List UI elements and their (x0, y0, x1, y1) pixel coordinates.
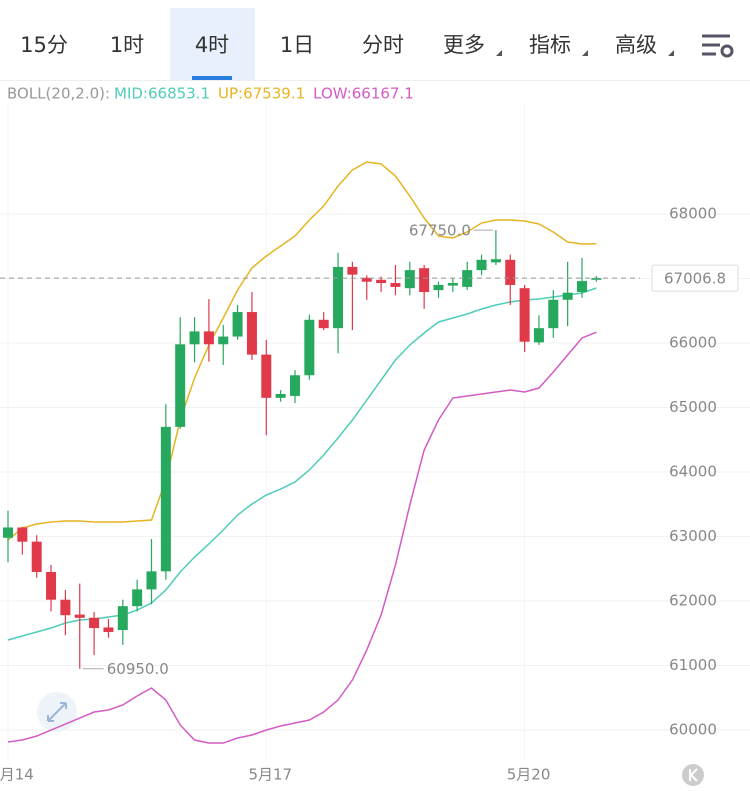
active-tab-underline (192, 76, 232, 80)
x-tick-label: 5月14 (0, 766, 34, 784)
boll-line (7, 331, 597, 744)
dropdown-caret (582, 50, 588, 56)
candle-body (132, 589, 143, 607)
y-tick-label: 65000 (669, 398, 717, 416)
tab[interactable]: 15分 (20, 33, 68, 57)
candle-body (146, 571, 157, 590)
x-tick-label: 5月20 (507, 766, 551, 784)
candle-body (318, 319, 329, 329)
y-tick-label: 64000 (669, 463, 717, 481)
candle-body (290, 375, 300, 396)
legend-entry: MID:66853.1 (114, 85, 210, 103)
tab[interactable]: 1日 (280, 33, 314, 57)
candle-body (447, 283, 458, 286)
candle-body (232, 312, 243, 337)
candle-body (419, 268, 430, 293)
candle-body (304, 319, 315, 376)
tab[interactable]: 更多 (443, 33, 485, 57)
candle-body (261, 354, 272, 398)
legend-entry: UP:67539.1 (218, 85, 305, 103)
candle-body (3, 527, 13, 538)
candle-body (60, 599, 71, 616)
active-tab-bg (170, 8, 255, 80)
dropdown-caret (496, 50, 502, 56)
candle-body (376, 279, 387, 284)
tab[interactable]: 4时 (195, 33, 229, 57)
last-price-box (651, 264, 739, 292)
candle-body (490, 259, 501, 263)
candle-body (218, 336, 229, 345)
collapse-button[interactable] (682, 764, 704, 786)
candle-body (246, 312, 257, 355)
y-tick-label: 61000 (669, 656, 717, 674)
candle-body (548, 299, 559, 329)
settings-icon[interactable] (702, 34, 734, 58)
candle-body (275, 393, 286, 398)
legend-entry: LOW:66167.1 (313, 85, 414, 103)
candle-body (46, 571, 57, 600)
candle-body (404, 270, 415, 289)
candle-body (74, 614, 85, 618)
candle-body (361, 277, 372, 282)
boll-line (7, 287, 597, 641)
annotation: 60950.0 (107, 660, 169, 678)
candle-body (476, 259, 487, 271)
y-tick-label: 68000 (669, 205, 717, 223)
candle-body (533, 328, 544, 343)
candle-body (562, 292, 573, 300)
candle-body (577, 281, 587, 293)
y-tick-label: 66000 (669, 334, 717, 352)
dropdown-caret (668, 50, 674, 56)
candle-body (160, 426, 171, 572)
last-price-label: 67006.8 (664, 270, 726, 288)
tab[interactable]: 分时 (362, 33, 404, 57)
candle-body (519, 288, 530, 342)
y-tick-label: 60000 (669, 721, 717, 739)
candle-body (433, 284, 444, 291)
candle-body (103, 627, 114, 632)
candle-body (17, 527, 28, 542)
y-tick-label: 63000 (669, 527, 717, 545)
annotation: 67750.0 (409, 222, 471, 240)
icon-gear (720, 44, 734, 58)
candle-body (117, 606, 128, 631)
x-tick-label: 5月17 (248, 766, 292, 784)
candle-body (89, 617, 100, 629)
expand-button[interactable] (37, 692, 77, 732)
tab[interactable]: 指标 (529, 33, 571, 57)
candle-body (31, 541, 42, 572)
candle-body (591, 278, 602, 280)
expand-glyph (47, 702, 67, 722)
tab[interactable]: 1时 (110, 33, 144, 57)
candle-body (505, 259, 516, 285)
candle-body (175, 344, 186, 427)
collapse-circle (682, 764, 704, 786)
candle-body (203, 331, 214, 345)
boll-line (7, 161, 597, 541)
indicator-label: BOLL(20,2.0): (7, 85, 110, 103)
y-tick-label: 62000 (669, 592, 717, 610)
candle-body (333, 266, 344, 329)
candle-body (347, 266, 358, 275)
tab[interactable]: 高级 (615, 33, 657, 57)
candle-body (390, 283, 401, 287)
collapse-glyph (689, 768, 698, 782)
candle-body (462, 270, 473, 287)
candle-body (189, 331, 200, 345)
